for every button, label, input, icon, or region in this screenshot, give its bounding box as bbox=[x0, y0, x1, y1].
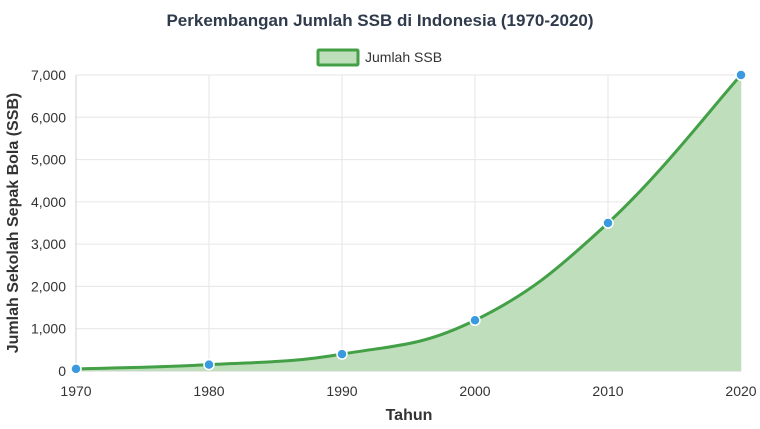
y-tick-label: 2,000 bbox=[31, 278, 66, 294]
data-point[interactable] bbox=[602, 217, 614, 229]
x-tick-label: 2000 bbox=[459, 383, 490, 399]
data-point[interactable] bbox=[70, 363, 82, 375]
x-axis-ticks: 1970 1980 1990 2000 2010 2020 bbox=[60, 383, 756, 399]
y-axis-ticks: 0 1,000 2,000 3,000 4,000 5,000 6,000 7,000 bbox=[31, 67, 66, 379]
data-point[interactable] bbox=[336, 348, 348, 360]
plot-area bbox=[70, 69, 747, 375]
x-tick-label: 2020 bbox=[725, 383, 756, 399]
x-tick-label: 2010 bbox=[592, 383, 623, 399]
x-tick-label: 1990 bbox=[326, 383, 357, 399]
data-point[interactable] bbox=[469, 314, 481, 327]
series-area-fill bbox=[76, 75, 741, 371]
x-tick-label: 1970 bbox=[60, 383, 91, 399]
data-point[interactable] bbox=[203, 358, 215, 371]
y-tick-label: 4,000 bbox=[31, 194, 66, 210]
y-tick-label: 7,000 bbox=[31, 67, 66, 83]
x-axis-title: Tahun bbox=[386, 407, 433, 424]
y-tick-label: 1,000 bbox=[31, 321, 66, 337]
y-tick-label: 5,000 bbox=[31, 152, 66, 168]
chart-title: Perkembangan Jumlah SSB di Indonesia (19… bbox=[166, 11, 593, 30]
y-tick-label: 0 bbox=[58, 363, 66, 379]
series-line bbox=[75, 73, 743, 371]
y-tick-label: 3,000 bbox=[31, 236, 66, 252]
data-point[interactable] bbox=[735, 69, 747, 81]
y-tick-label: 6,000 bbox=[31, 109, 66, 125]
y-axis-title: Jumlah Sekolah Sepak Bola (SSB) bbox=[5, 93, 22, 354]
x-tick-label: 1980 bbox=[193, 383, 224, 399]
legend-swatch bbox=[316, 48, 360, 67]
legend-label: Jumlah SSB bbox=[365, 49, 442, 65]
legend[interactable]: Jumlah SSB bbox=[316, 48, 442, 67]
